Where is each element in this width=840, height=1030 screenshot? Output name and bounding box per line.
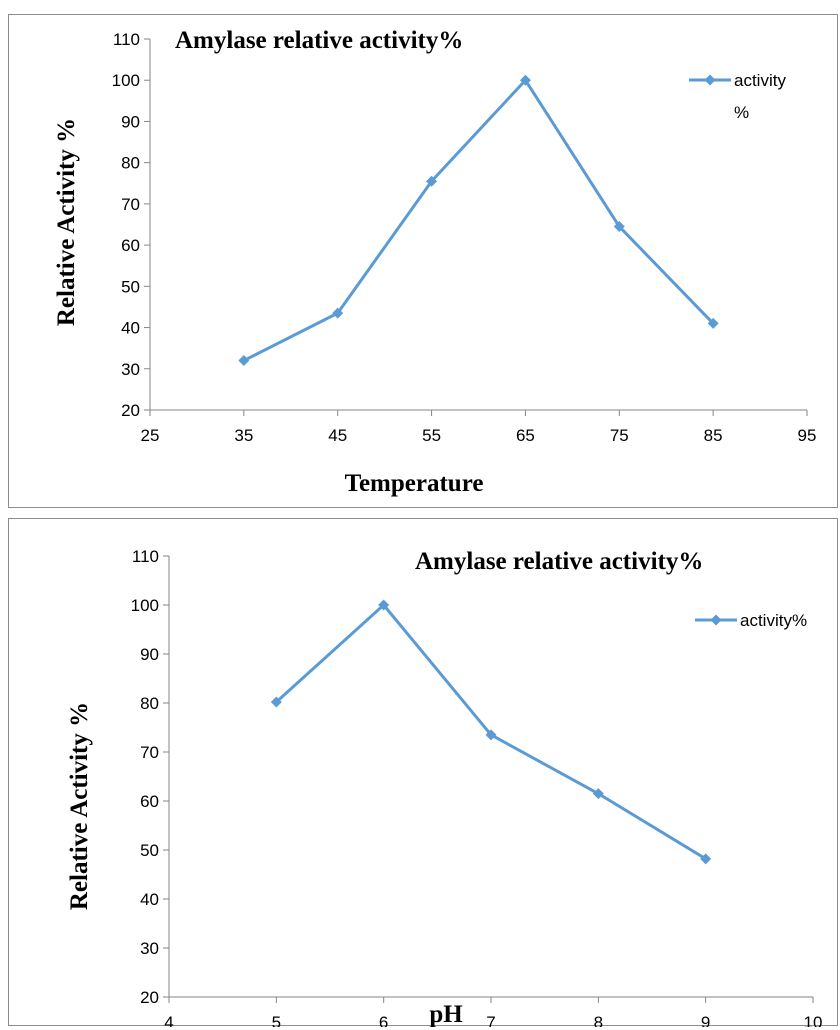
y-tick-label: 20 (140, 988, 159, 1007)
y-tick-label: 70 (121, 195, 140, 214)
ph-chart-panel: Amylase relative activity% pH Relative A… (8, 518, 838, 1027)
x-tick-label: 75 (610, 426, 629, 445)
data-point-marker (700, 853, 712, 865)
x-tick-label: 6 (379, 1013, 388, 1027)
x-tick-label: 5 (272, 1013, 281, 1027)
legend-marker (704, 74, 716, 86)
x-axis-title: pH (429, 1001, 463, 1027)
data-point-marker (519, 74, 531, 86)
y-tick-label: 20 (121, 401, 140, 420)
data-point-marker (270, 696, 282, 708)
y-tick-label: 70 (140, 743, 159, 762)
chart-title: Amylase relative activity% (175, 27, 463, 54)
x-tick-label: 55 (422, 426, 441, 445)
data-point-marker (485, 729, 497, 741)
legend-marker (710, 614, 722, 626)
temperature-chart-panel: Amylase relative activity% Temperature R… (8, 14, 838, 508)
x-tick-label: 7 (486, 1013, 495, 1027)
data-point-marker (378, 599, 390, 611)
chart-title: Amylase relative activity% (415, 548, 703, 575)
y-tick-label: 110 (113, 30, 140, 49)
x-tick-label: 4 (164, 1013, 173, 1027)
legend-label: activity% (740, 611, 807, 630)
y-tick-label: 90 (121, 112, 140, 131)
y-tick-label: 100 (112, 71, 140, 90)
data-point-marker (238, 355, 250, 367)
data-point-marker (707, 317, 719, 329)
y-axis-title: Relative Activity % (66, 702, 93, 910)
data-point-marker (332, 307, 344, 319)
data-point-marker (592, 788, 604, 800)
data-point-marker (613, 221, 625, 233)
x-tick-label: 9 (701, 1013, 710, 1027)
legend-label: % (734, 103, 749, 122)
data-point-marker (426, 175, 438, 187)
x-tick-label: 65 (516, 426, 535, 445)
y-tick-label: 60 (121, 236, 140, 255)
y-tick-label: 40 (140, 890, 159, 909)
y-tick-label: 50 (121, 277, 140, 296)
y-tick-label: 100 (131, 596, 159, 615)
y-tick-label: 30 (140, 939, 159, 958)
x-tick-label: 85 (704, 426, 723, 445)
x-axis-title: Temperature (345, 470, 484, 497)
y-tick-label: 90 (140, 645, 159, 664)
y-tick-label: 30 (121, 360, 140, 379)
y-tick-label: 110 (132, 547, 159, 566)
y-tick-label: 80 (121, 154, 140, 173)
x-tick-label: 8 (594, 1013, 603, 1027)
x-tick-label: 10 (804, 1013, 823, 1027)
y-tick-label: 50 (140, 841, 159, 860)
y-tick-label: 40 (121, 319, 140, 338)
y-axis-title: Relative Activity % (53, 118, 80, 326)
ph-chart: Amylase relative activity% pH Relative A… (66, 547, 823, 1027)
series-line (243, 78, 715, 362)
x-tick-label: 95 (798, 426, 817, 445)
x-tick-label: 35 (234, 426, 253, 445)
y-tick-label: 60 (140, 792, 159, 811)
x-tick-label: 45 (328, 426, 347, 445)
legend-label: activity (734, 71, 786, 90)
temperature-chart: Amylase relative activity% Temperature R… (53, 27, 817, 497)
x-tick-label: 25 (141, 426, 160, 445)
y-tick-label: 80 (140, 694, 159, 713)
